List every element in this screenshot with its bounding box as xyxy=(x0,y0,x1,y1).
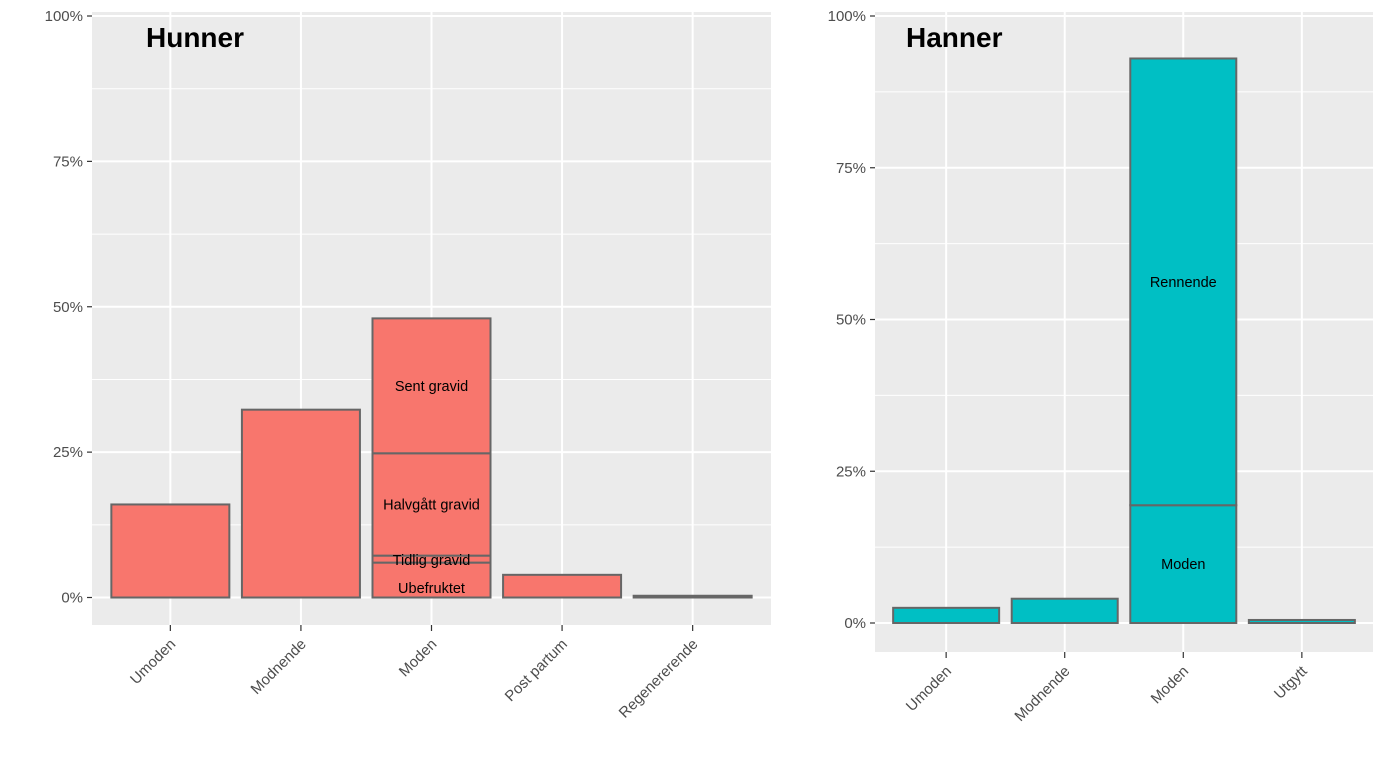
hunner-bar-segment xyxy=(240,408,361,599)
hunner-y-tick-label: 75% xyxy=(53,153,83,170)
hanner-segment-label: Moden xyxy=(1161,557,1205,573)
hanner-bar-segment xyxy=(1129,57,1238,507)
hanner-plot-background xyxy=(875,12,1373,652)
hanner-x-tick-label: Umoden xyxy=(903,663,955,715)
hunner-x-tick-label: Umoden xyxy=(127,636,179,688)
hanner-x-tick-label: Moden xyxy=(1148,663,1192,707)
hanner-bar-segment xyxy=(1129,504,1238,625)
hunner-x-tick-label: Post partum xyxy=(502,636,571,705)
hunner-bar-segment xyxy=(371,317,492,455)
hunner-segment-label: Ubefruktet xyxy=(398,581,465,597)
hanner-bar-segment xyxy=(1010,597,1119,624)
hunner-bar-segment xyxy=(110,503,231,599)
hanner-bar-segment xyxy=(892,606,1001,625)
hunner-bar-segment xyxy=(632,594,753,599)
hanner-bar-segment xyxy=(1247,618,1356,625)
hanner-panel: Moden Rennende 0% 25% 50% 75% 100% Umoden Modne… xyxy=(828,8,1373,725)
hanner-segment-label: Rennende xyxy=(1150,275,1217,291)
hunner-y-tick-label: 0% xyxy=(61,590,83,607)
hunner-bars: Ubefruktet Tidlig gravid Halvgått gravid Se… xyxy=(110,317,753,599)
hunner-y-tick-label: 100% xyxy=(45,8,83,25)
hanner-bars: Moden Rennende xyxy=(892,57,1356,625)
hunner-x-tick-label: Modnende xyxy=(248,636,310,698)
hunner-bar-segment xyxy=(502,573,623,599)
hunner-x-tick-label: Regenererende xyxy=(616,636,702,722)
hanner-y-tick-label: 0% xyxy=(844,615,866,632)
hanner-y-tick-label: 50% xyxy=(836,312,866,329)
hunner-title: Hunner xyxy=(146,22,244,53)
hunner-y-tick-label: 25% xyxy=(53,444,83,461)
hanner-x-tick-label: Modnende xyxy=(1011,663,1073,725)
hunner-segment-label: Halvgått gravid xyxy=(383,497,480,513)
hanner-title: Hanner xyxy=(906,22,1003,53)
hanner-x-tick-label: Utgytt xyxy=(1271,662,1311,702)
hunner-panel: Ubefruktet Tidlig gravid Halvgått gravid Se… xyxy=(45,8,771,722)
hanner-y-tick-label: 100% xyxy=(828,8,866,25)
hunner-y-tick-label: 50% xyxy=(53,299,83,316)
hanner-y-tick-label: 25% xyxy=(836,463,866,480)
hunner-segment-label: Tidlig gravid xyxy=(393,553,471,569)
hanner-y-tick-label: 75% xyxy=(836,160,866,177)
hunner-x-tick-label: Moden xyxy=(396,636,440,680)
hunner-bar-segment xyxy=(371,452,492,557)
hunner-segment-label: Sent gravid xyxy=(395,379,468,395)
